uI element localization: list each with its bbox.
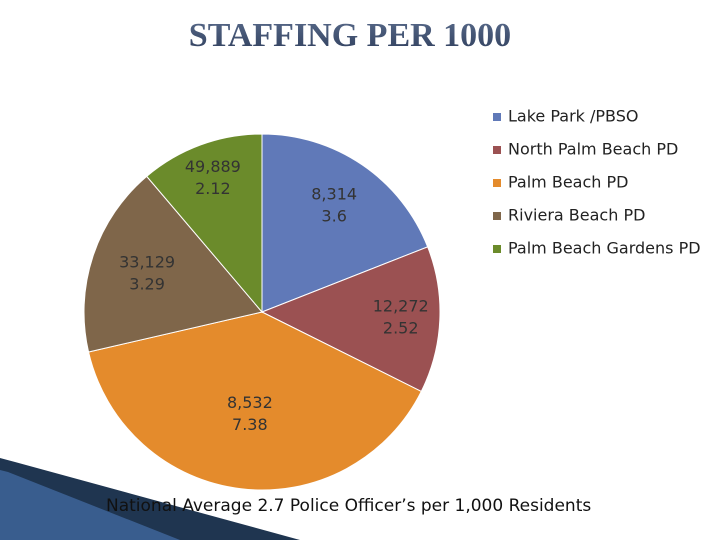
- legend-swatch: [493, 179, 501, 187]
- legend-label: Lake Park /PBSO: [508, 107, 639, 126]
- data-label: 2.12: [195, 179, 231, 198]
- legend-label: North Palm Beach PD: [508, 140, 678, 159]
- data-label: 7.38: [232, 415, 268, 434]
- pie-slice: [146, 133, 263, 314]
- pie-slice: [83, 175, 263, 353]
- data-label: 33,129: [119, 252, 175, 271]
- pie-slice: [87, 311, 422, 491]
- chart-title: STAFFING PER 1000: [189, 17, 511, 54]
- data-label: 12,272: [373, 297, 429, 316]
- annotation: National Average 2.7 Police Officer’s pe…: [106, 496, 591, 516]
- legend-label: Palm Beach PD: [508, 173, 628, 192]
- data-label: 8,532: [227, 393, 273, 412]
- pie-slice: [261, 133, 429, 313]
- legend-swatch: [493, 245, 501, 253]
- data-label: 8,314: [311, 185, 357, 204]
- decoration: [0, 470, 180, 540]
- pie-slice: [260, 246, 441, 393]
- data-label: 3.29: [129, 274, 165, 293]
- data-label: 2.52: [383, 319, 419, 338]
- legend-swatch: [493, 146, 501, 154]
- data-label: 49,889: [185, 157, 241, 176]
- legend-label: Riviera Beach PD: [508, 206, 645, 225]
- legend-swatch: [493, 212, 501, 220]
- legend-swatch: [493, 113, 501, 121]
- data-label: 3.6: [321, 207, 346, 226]
- legend-label: Palm Beach Gardens PD: [508, 239, 701, 258]
